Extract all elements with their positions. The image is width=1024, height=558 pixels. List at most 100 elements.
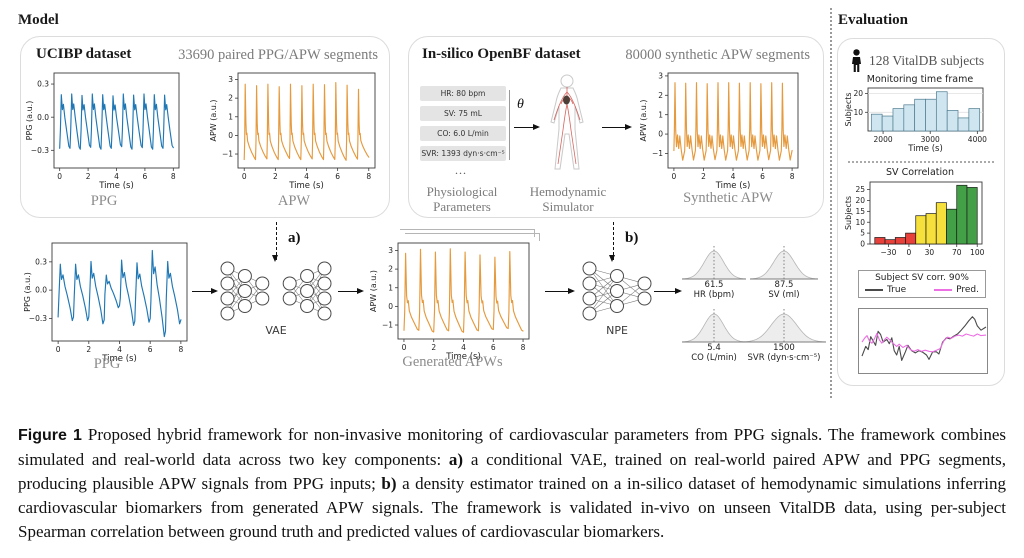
parameter-box: CO: 6.0 L/min [420, 126, 506, 141]
svg-text:Time (s): Time (s) [288, 181, 324, 191]
dotted-separator [848, 161, 994, 163]
npe-label: NPE [606, 324, 628, 337]
svg-text:2: 2 [658, 91, 663, 100]
svg-text:−0.3: −0.3 [29, 314, 47, 323]
ucibp-title: UCIBP dataset [36, 46, 132, 62]
hemodynamic-simulator-label: Hemodynamic Simulator [529, 184, 607, 214]
sv-correlation-title: SV Correlation [886, 167, 954, 178]
svg-text:20: 20 [855, 196, 865, 205]
arrow-right-icon [338, 287, 364, 294]
dashed-arrow-down-icon [272, 222, 279, 262]
svg-text:6: 6 [491, 343, 496, 352]
svg-text:Time (s): Time (s) [98, 181, 134, 191]
arrow-right-icon [654, 287, 682, 294]
svg-text:0: 0 [907, 248, 912, 257]
svg-text:0: 0 [402, 343, 407, 352]
svg-text:2: 2 [701, 172, 706, 181]
synthetic-apw-plot: 0 2 4 6 8 3 2 1 0 −1 Time (s) APW (a.u.) [638, 68, 803, 195]
svg-text:6: 6 [148, 345, 153, 354]
svg-text:APW (a.u.): APW (a.u.) [209, 99, 218, 141]
svg-text:6: 6 [760, 172, 765, 181]
svg-text:3000: 3000 [921, 135, 940, 144]
svg-text:2: 2 [273, 172, 278, 181]
component-a-label: a) [288, 230, 301, 246]
svg-text:APW (a.u.): APW (a.u.) [369, 270, 378, 312]
parameter-divider [509, 90, 510, 160]
sv-track-plot [858, 308, 988, 374]
vae-network-icon [220, 260, 332, 322]
svr-axis-label: SVR (dyn·s·cm⁻⁵) [747, 353, 821, 363]
svg-text:Subjects: Subjects [844, 92, 853, 126]
monitoring-histogram-title: Monitoring time frame [866, 74, 974, 85]
svg-text:100: 100 [970, 248, 985, 257]
svg-text:PPG (a.u.): PPG (a.u.) [23, 272, 32, 312]
legend-true-label: True [887, 285, 907, 295]
svg-text:2: 2 [228, 94, 233, 103]
true-line-icon [865, 288, 883, 291]
sv-axis-label: SV (ml) [768, 290, 800, 300]
sv-value: 87.5 [774, 280, 794, 290]
svg-text:2000: 2000 [874, 135, 893, 144]
parameter-box: SV: 75 mL [420, 106, 506, 121]
theta-symbol: θ [517, 97, 524, 112]
svg-text:3: 3 [658, 72, 663, 81]
hr-axis-label: HR (bpm) [693, 290, 735, 300]
svr-value: 1500 [773, 343, 795, 353]
co-distribution: 5.4 CO (L/min) [681, 305, 747, 363]
legend-pred-label: Pred. [956, 285, 979, 295]
pred-line-icon [934, 288, 953, 291]
svg-text:20: 20 [853, 89, 863, 98]
svg-text:0: 0 [242, 172, 247, 181]
input-ppg-plot: 0 2 4 6 8 0.3 0.0 −0.3 Time (s) PPG (a.u.) [22, 238, 192, 368]
human-body-icon [547, 72, 587, 181]
legend-title: Subject SV corr. 90% [875, 273, 969, 283]
svg-text:−0.3: −0.3 [31, 146, 49, 155]
generated-apw-caption: Generated APWs [402, 354, 503, 370]
svg-text:4: 4 [117, 345, 122, 354]
svg-text:15: 15 [855, 207, 865, 216]
figure-1-diagram: Model Evaluation UCIBP dataset 33690 pai… [18, 8, 1005, 398]
svg-text:1: 1 [228, 112, 233, 121]
sv-correlation-legend: Subject SV corr. 90% True Pred. [858, 270, 986, 298]
component-b-label: b) [625, 230, 639, 246]
svg-text:6: 6 [143, 172, 148, 181]
model-section-label: Model [18, 12, 59, 28]
svg-text:3: 3 [228, 75, 233, 84]
svg-text:PPG (a.u.): PPG (a.u.) [25, 101, 34, 141]
arrow-right-icon [192, 287, 218, 294]
svg-text:0: 0 [658, 130, 663, 139]
monitoring-time-histogram: 2000 3000 4000 10 20 Time (s) Subjects [843, 85, 987, 157]
svg-text:−30: −30 [881, 248, 897, 257]
svg-text:0: 0 [56, 345, 61, 354]
synthetic-apw-caption: Synthetic APW [683, 190, 773, 206]
person-icon [850, 49, 863, 78]
svg-text:APW (a.u.): APW (a.u.) [639, 99, 648, 141]
svg-text:8: 8 [178, 345, 183, 354]
svg-text:1: 1 [388, 283, 393, 292]
svg-text:0.3: 0.3 [35, 257, 47, 266]
svr-distribution: 1500 SVR (dyn·s·cm⁻⁵) [741, 305, 827, 363]
evaluation-section-label: Evaluation [838, 12, 909, 28]
physiological-parameters-label: Physiological Parameters [426, 184, 498, 214]
svg-text:3: 3 [388, 246, 393, 255]
co-axis-label: CO (L/min) [691, 353, 737, 363]
svg-text:Time (s): Time (s) [445, 352, 481, 362]
svg-text:8: 8 [366, 172, 371, 181]
svg-text:−1: −1 [222, 150, 233, 159]
svg-text:5: 5 [860, 229, 865, 238]
svg-text:2: 2 [431, 343, 436, 352]
input-ppg-caption: PPG [93, 356, 121, 372]
parameter-box: HR: 80 bpm [420, 86, 506, 101]
dashed-arrow-down-icon [609, 222, 616, 262]
svg-text:4000: 4000 [968, 135, 987, 144]
ucibp-ppg-caption: PPG [90, 193, 118, 209]
vae-label: VAE [265, 324, 287, 337]
svg-text:10: 10 [855, 218, 865, 227]
legend-pred-entry: Pred. [934, 285, 979, 295]
svg-text:0: 0 [228, 131, 233, 140]
npe-network-icon [582, 260, 652, 322]
ucibp-ppg-plot: 0 2 4 6 8 0.3 0.0 −0.3 Time (s) PPG (a.u.) [24, 68, 184, 195]
svg-text:0.0: 0.0 [37, 113, 49, 122]
svg-text:4: 4 [114, 172, 119, 181]
ucibp-apw-caption: APW [277, 193, 311, 209]
